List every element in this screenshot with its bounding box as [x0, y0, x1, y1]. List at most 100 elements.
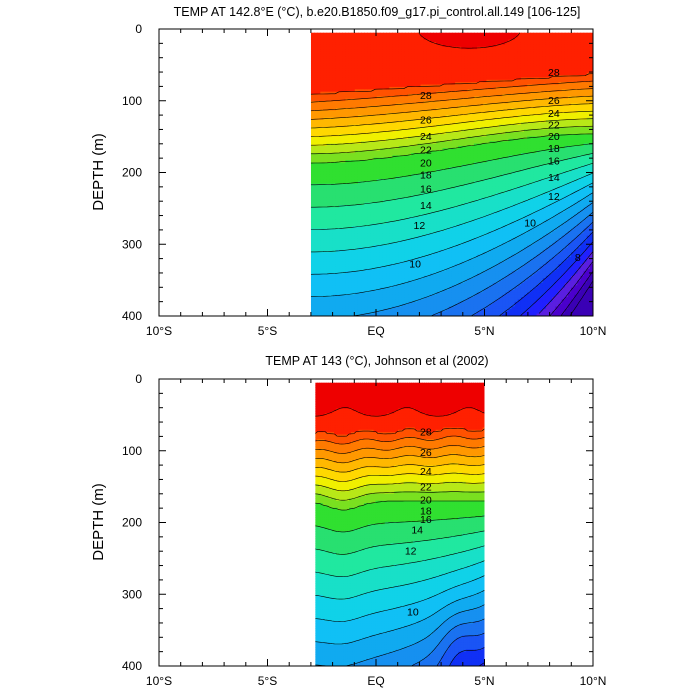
temperature-cell	[404, 42, 409, 45]
temperature-cell	[373, 119, 378, 123]
temperature-cell	[357, 89, 362, 93]
temperature-cell	[401, 143, 406, 147]
temperature-cell	[354, 53, 359, 57]
temperature-cell	[395, 49, 400, 53]
temperature-cell	[345, 119, 350, 123]
temperature-cell	[370, 101, 375, 105]
temperature-cell	[342, 44, 346, 48]
temperature-cell	[314, 240, 318, 244]
temperature-cell	[335, 202, 340, 206]
temperature-cell	[376, 105, 381, 109]
temperature-cell	[339, 153, 343, 156]
temperature-cell	[357, 195, 362, 199]
temperature-cell	[339, 186, 343, 190]
top-panel-ylabel: DEPTH (m)	[90, 133, 107, 211]
temperature-cell	[348, 160, 353, 164]
temperature-cell	[376, 179, 381, 182]
temperature-cell	[329, 136, 334, 140]
temperature-cell	[395, 221, 400, 225]
temperature-cell	[351, 287, 356, 291]
temperature-cell	[364, 304, 368, 308]
temperature-cell	[398, 164, 403, 168]
temperature-cell	[361, 216, 365, 220]
temperature-cell	[373, 228, 378, 232]
temperature-cell	[367, 143, 372, 147]
temperature-cell	[373, 34, 378, 38]
temperature-cell	[408, 228, 412, 232]
temperature-cell	[314, 32, 318, 36]
temperature-cell	[386, 86, 390, 90]
temperature-cell	[314, 39, 318, 43]
temperature-cell	[335, 230, 340, 234]
temperature-cell	[379, 58, 384, 62]
temperature-cell	[364, 311, 368, 315]
temperature-cell	[348, 91, 353, 95]
temperature-cell	[401, 101, 406, 105]
temperature-cell	[342, 58, 346, 62]
temperature-cell	[395, 287, 400, 291]
temperature-cell	[408, 167, 412, 171]
temperature-cell	[408, 89, 412, 93]
temperature-cell	[351, 247, 356, 251]
temperature-cell	[379, 89, 384, 93]
temperature-cell	[408, 282, 412, 286]
temperature-cell	[386, 200, 390, 204]
temperature-cell	[320, 44, 325, 48]
temperature-cell	[370, 249, 375, 253]
temperature-cell	[404, 105, 409, 109]
temperature-cell	[395, 171, 400, 175]
temperature-cell	[395, 183, 400, 187]
temperature-cell	[373, 264, 378, 267]
temperature-cell	[323, 134, 328, 138]
temperature-cell	[364, 183, 368, 187]
temperature-cell	[379, 282, 384, 286]
temperature-cell	[310, 37, 315, 41]
temperature-cell	[329, 169, 334, 173]
temperature-cell	[314, 44, 318, 48]
temperature-cell	[335, 233, 340, 237]
temperature-cell	[310, 306, 315, 310]
temperature-cell	[332, 280, 337, 284]
temperature-cell	[376, 188, 381, 192]
temperature-cell	[326, 68, 331, 71]
temperature-cell	[364, 188, 368, 192]
temperature-cell	[348, 301, 353, 305]
temperature-cell	[332, 240, 337, 244]
temperature-cell	[398, 207, 403, 211]
temperature-cell	[401, 176, 406, 180]
temperature-cell	[398, 280, 403, 284]
temperature-cell	[404, 60, 409, 64]
temperature-cell	[357, 179, 362, 182]
temperature-cell	[404, 247, 409, 251]
temperature-cell	[373, 82, 378, 86]
temperature-cell	[310, 150, 315, 154]
temperature-cell	[389, 259, 393, 263]
temperature-cell	[382, 299, 387, 303]
temperature-cell	[361, 308, 365, 312]
temperature-cell	[323, 271, 328, 275]
temperature-cell	[339, 169, 343, 173]
temperature-cell	[392, 181, 397, 185]
temperature-cell	[386, 56, 390, 60]
temperature-cell	[314, 150, 318, 154]
temperature-cell	[329, 216, 334, 220]
temperature-cell	[342, 313, 346, 317]
temperature-cell	[348, 247, 353, 251]
temperature-cell	[345, 153, 350, 156]
temperature-cell	[348, 207, 353, 211]
temperature-cell	[404, 53, 409, 57]
temperature-cell	[323, 190, 328, 194]
temperature-cell	[310, 219, 315, 223]
temperature-cell	[404, 252, 409, 256]
temperature-cell	[326, 34, 331, 38]
temperature-cell	[373, 60, 378, 64]
temperature-cell	[379, 108, 384, 112]
temperature-cell	[401, 65, 406, 69]
temperature-cell	[382, 39, 387, 43]
temperature-cell	[364, 193, 368, 197]
temperature-cell	[345, 259, 350, 263]
temperature-cell	[392, 294, 397, 298]
temperature-cell	[376, 79, 381, 83]
temperature-cell	[408, 261, 412, 265]
temperature-cell	[339, 89, 343, 93]
